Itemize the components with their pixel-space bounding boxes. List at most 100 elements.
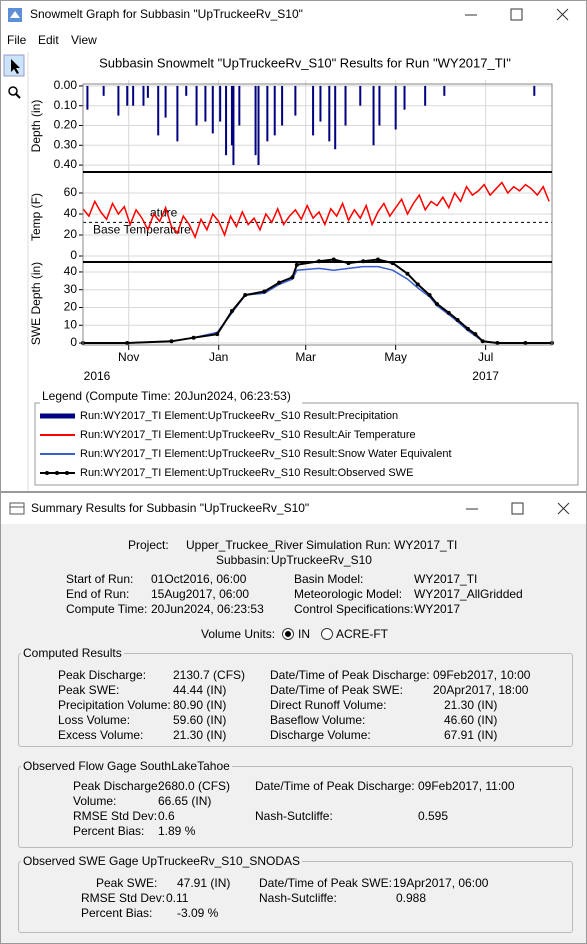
- result-value: 44.44 (IN): [173, 683, 227, 697]
- menu-file[interactable]: File: [7, 33, 27, 47]
- info-label: Basin Model:: [294, 572, 364, 586]
- precip-bar: [378, 85, 381, 126]
- menu-view[interactable]: View: [71, 33, 97, 47]
- precip-bar: [334, 85, 337, 150]
- legend-title-bg: [40, 391, 302, 405]
- radio-button[interactable]: [321, 628, 333, 640]
- precip-bar: [117, 85, 120, 116]
- zoom-tool[interactable]: [8, 86, 18, 96]
- group-title: Observed SWE Gage UpTruckeeRv_S10_SNODAS: [21, 854, 303, 868]
- info-value: UpTruckeeRv_S10: [271, 553, 372, 567]
- x-tick-label: Nov: [118, 350, 139, 364]
- result-value: 59.60 (IN): [173, 713, 227, 727]
- result-label: RMSE Std Dev:: [81, 891, 166, 905]
- legend-box: [34, 402, 579, 486]
- menu-edit[interactable]: Edit: [38, 33, 59, 47]
- group-title: Observed Flow Gage SouthLakeTahoe: [21, 759, 232, 773]
- y-tick-label: 40: [64, 264, 78, 278]
- result-value: 47.91 (IN): [177, 876, 231, 890]
- precip-bar: [230, 85, 233, 146]
- observed-marker: [434, 301, 439, 306]
- info-value: WY2017: [414, 602, 461, 616]
- close-button[interactable]: [557, 502, 570, 515]
- precip-bar: [281, 85, 284, 126]
- observed-marker: [480, 339, 485, 344]
- result-value: 46.60 (IN): [444, 713, 498, 727]
- result-label: Peak Discharge:: [73, 779, 162, 793]
- legend-label: Run:WY2017_TI Element:UpTruckeeRv_S10 Re…: [80, 410, 398, 422]
- result-label: Date/Time of Peak Discharge:: [255, 779, 415, 793]
- precip-bar: [319, 85, 322, 122]
- info-label: Subbasin:: [216, 553, 270, 567]
- result-label: Nash-Sutcliffe:: [259, 891, 337, 905]
- result-value: -3.09 %: [177, 906, 219, 920]
- result-value: 20Apr2017, 18:00: [433, 683, 529, 697]
- y-tick-label: 20: [64, 227, 78, 241]
- precip-bar: [372, 85, 375, 146]
- result-label: Volume:: [73, 794, 117, 808]
- title-bar: Summary Results for Subbasin "UpTruckeeR…: [1, 493, 586, 524]
- observed-marker: [215, 332, 220, 337]
- radio-button[interactable]: [282, 628, 294, 640]
- result-value: 67.91 (IN): [444, 728, 498, 742]
- precip-bar: [359, 85, 362, 106]
- result-label: Baseflow Volume:: [270, 713, 366, 727]
- y-axis-title: Depth (in): [29, 100, 43, 153]
- result-value: 0.595: [418, 809, 449, 823]
- precip-bar: [394, 85, 397, 130]
- legend-label: Run:WY2017_TI Element:UpTruckeeRv_S10 Re…: [80, 467, 413, 479]
- year-label: 2017: [472, 369, 499, 383]
- precip-bar: [225, 85, 228, 156]
- legend-title: Legend (Compute Time: 20Jun2024, 06:23:5…: [42, 389, 291, 403]
- y-axis-title: Temp (F): [29, 193, 43, 241]
- observed-marker: [277, 280, 282, 285]
- observed-marker: [446, 310, 451, 315]
- info-label: End of Run:: [66, 587, 130, 601]
- result-label: Nash-Sutcliffe:: [255, 809, 333, 823]
- precip-bar: [142, 85, 145, 106]
- x-tick-label: Jul: [478, 350, 493, 364]
- info-value: WY2017_TI: [414, 572, 478, 586]
- precip-bar: [424, 85, 427, 106]
- info-label: Control Specifications:: [294, 602, 414, 616]
- result-label: Precipitation Volume:: [58, 698, 171, 712]
- observed-marker: [229, 309, 234, 314]
- y-tick-label: 0.20: [54, 118, 78, 132]
- title-bar-graphics: Summary Results for Subbasin "UpTruckeeR…: [9, 501, 570, 515]
- precip-bar: [266, 85, 269, 142]
- result-label: Loss Volume:: [58, 713, 131, 727]
- close-button[interactable]: [556, 8, 569, 21]
- result-value: 0.6: [158, 809, 175, 823]
- legend-label: Run:WY2017_TI Element:UpTruckeeRv_S10 Re…: [80, 448, 452, 460]
- result-label: Date/Time of Peak Discharge:: [270, 668, 430, 682]
- y-tick-label: 30: [64, 282, 78, 296]
- radio-label: IN: [298, 627, 310, 641]
- result-value: 0.11: [166, 891, 189, 905]
- x-tick-label: Jan: [209, 350, 228, 364]
- maximize-button[interactable]: [510, 8, 523, 21]
- maximize-button[interactable]: [511, 502, 524, 515]
- summary-window: Summary Results for Subbasin "UpTruckeeR…: [0, 492, 587, 944]
- y-tick-label: 0.30: [54, 137, 78, 151]
- result-label: Direct Runoff Volume:: [270, 698, 387, 712]
- app-icon-glyph: [10, 11, 20, 18]
- info-value: 15Aug2017, 06:00: [151, 587, 250, 601]
- y-tick-label: 40: [64, 206, 78, 220]
- precip-bar: [126, 85, 129, 106]
- info-value: WY2017_AllGridded: [414, 587, 523, 601]
- observed-marker: [455, 317, 460, 322]
- precip-bar: [533, 85, 536, 96]
- result-value: 2680.0 (CFS): [158, 779, 231, 793]
- info-label: Project:: [128, 538, 169, 552]
- precip-bar: [344, 85, 347, 126]
- precip-bar: [294, 85, 297, 116]
- x-tick-label: Mar: [295, 350, 316, 364]
- legend-marker: [45, 471, 49, 475]
- info-label: Start of Run:: [66, 572, 134, 586]
- precip-bar: [443, 85, 446, 96]
- graph-window: Snowmelt Graph for Subbasin "UpTruckeeRv…: [0, 0, 587, 492]
- precip-bar: [238, 85, 241, 126]
- info-label: Meteorologic Model:: [294, 587, 403, 601]
- plot-frame: [82, 83, 553, 346]
- observed-marker: [495, 341, 500, 346]
